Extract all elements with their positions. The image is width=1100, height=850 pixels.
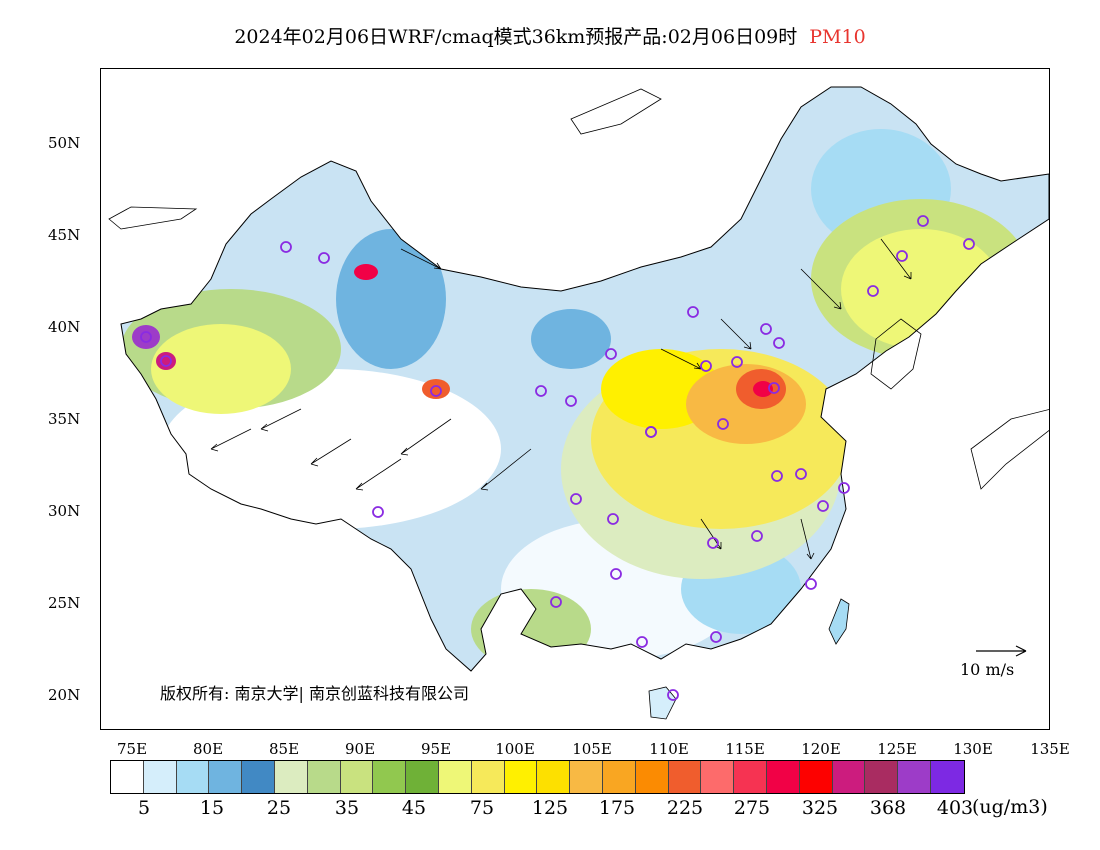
colorbar-label: 45 bbox=[401, 797, 427, 819]
colorbar-label: 15 bbox=[199, 797, 225, 819]
map-canvas bbox=[108, 86, 1049, 720]
lat-label-45n: 45N bbox=[48, 226, 81, 244]
colorbar-label: 5 bbox=[137, 797, 151, 819]
colorbar-swatch bbox=[504, 761, 538, 793]
taiwan-island bbox=[828, 598, 850, 645]
lon-label-75e: 75E bbox=[116, 740, 148, 758]
colorbar-swatch bbox=[701, 761, 735, 793]
colorbar-label: 225 bbox=[666, 797, 704, 819]
colorbar-unit: (ug/m3) bbox=[972, 796, 1048, 818]
lon-label-110e: 110E bbox=[649, 740, 689, 758]
map-title: 2024年02月06日WRF/cmaq模式36km预报产品:02月06日09时 P… bbox=[0, 22, 1100, 49]
colorbar-label: 368 bbox=[869, 797, 907, 819]
colorbar-label: 25 bbox=[266, 797, 292, 819]
colorbar-swatch bbox=[373, 761, 407, 793]
colorbar-swatch bbox=[242, 761, 275, 793]
lon-label-135e: 135E bbox=[1030, 740, 1070, 758]
colorbar-swatch bbox=[799, 761, 833, 793]
colorbar-swatch bbox=[668, 761, 702, 793]
colorbar-swatch bbox=[471, 761, 505, 793]
china-border bbox=[120, 86, 1049, 672]
colorbar-swatch bbox=[274, 761, 308, 793]
wind-vectors bbox=[210, 238, 912, 560]
colorbar-swatch bbox=[766, 761, 800, 793]
lat-label-25n: 25N bbox=[48, 594, 81, 612]
colorbar-swatch bbox=[406, 761, 439, 793]
japan-outline bbox=[970, 409, 1049, 490]
colorbar-label: 125 bbox=[531, 797, 569, 819]
colorbar-label: 275 bbox=[733, 797, 771, 819]
forecast-map bbox=[100, 68, 1050, 730]
title-main: 2024年02月06日WRF/cmaq模式36km预报产品:02月06日09时 bbox=[234, 26, 798, 48]
colorbar-swatch bbox=[209, 761, 243, 793]
lon-label-85e: 85E bbox=[268, 740, 300, 758]
lon-label-105e: 105E bbox=[572, 740, 612, 758]
baikal-outline bbox=[570, 88, 662, 135]
colorbar-swatch bbox=[570, 761, 603, 793]
pollution-field bbox=[121, 129, 1031, 669]
colorbar-swatch bbox=[635, 761, 669, 793]
colorbar-label: 175 bbox=[598, 797, 636, 819]
lat-label-50n: 50N bbox=[48, 134, 81, 152]
colorbar-swatch bbox=[438, 761, 472, 793]
colorbar-swatch bbox=[898, 761, 931, 793]
lon-label-130e: 130E bbox=[953, 740, 993, 758]
balkhash-outline bbox=[108, 206, 198, 230]
hainan-island bbox=[648, 686, 677, 720]
lon-label-95e: 95E bbox=[420, 740, 452, 758]
lon-label-80e: 80E bbox=[192, 740, 224, 758]
colorbar-swatch bbox=[930, 761, 964, 793]
colorbar-swatch bbox=[832, 761, 866, 793]
lat-label-35n: 35N bbox=[48, 410, 81, 428]
colorbar-swatch bbox=[307, 761, 341, 793]
lon-label-125e: 125E bbox=[877, 740, 917, 758]
colorbar-label: 75 bbox=[469, 797, 495, 819]
copyright-text: 版权所有: 南京大学| 南京创蓝科技有限公司 bbox=[160, 684, 469, 703]
colorbar-swatch bbox=[602, 761, 636, 793]
colorbar-swatch bbox=[734, 761, 767, 793]
lat-label-20n: 20N bbox=[48, 686, 81, 704]
colorbar-label: 325 bbox=[801, 797, 839, 819]
colorbar-label: 35 bbox=[334, 797, 360, 819]
colorbar-swatch bbox=[111, 761, 144, 793]
colorbar-swatch bbox=[143, 761, 177, 793]
lon-label-100e: 100E bbox=[495, 740, 535, 758]
colorbar-swatch bbox=[537, 761, 571, 793]
korea-outline bbox=[870, 318, 922, 390]
colorbar-label: 403 bbox=[936, 797, 974, 819]
colorbar-swatch bbox=[865, 761, 899, 793]
lon-label-120e: 120E bbox=[801, 740, 841, 758]
wind-scale-label: 10 m/s bbox=[960, 660, 1015, 679]
title-pollutant: PM10 bbox=[809, 26, 866, 48]
colorbar-swatch bbox=[340, 761, 374, 793]
lon-label-90e: 90E bbox=[344, 740, 376, 758]
colorbar bbox=[110, 760, 965, 794]
lon-label-115e: 115E bbox=[725, 740, 765, 758]
colorbar-swatch bbox=[176, 761, 210, 793]
lat-label-30n: 30N bbox=[48, 502, 81, 520]
lat-label-40n: 40N bbox=[48, 318, 81, 336]
wind-scale-arrow bbox=[976, 645, 1027, 657]
station-markers bbox=[140, 215, 975, 701]
